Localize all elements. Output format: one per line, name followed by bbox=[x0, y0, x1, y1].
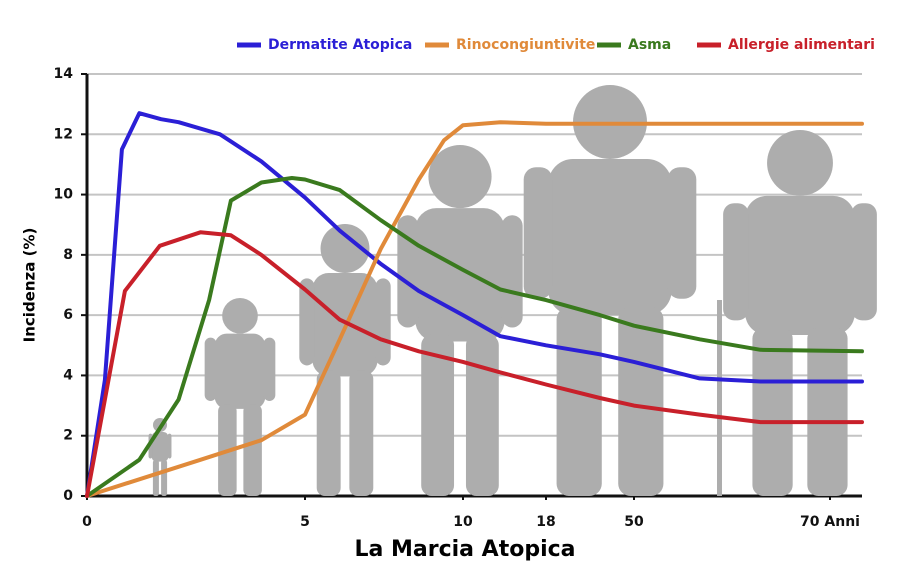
silhouette-leg bbox=[316, 370, 341, 496]
silhouette-head bbox=[320, 224, 370, 273]
silhouette-leg bbox=[349, 370, 374, 496]
silhouette-leg bbox=[556, 306, 602, 496]
x-tick-label: 0 bbox=[82, 514, 92, 530]
silhouette-arm bbox=[723, 203, 749, 321]
legend-label: Rinocongiuntivite bbox=[456, 37, 595, 53]
silhouette-head bbox=[428, 145, 492, 209]
silhouette-torso bbox=[214, 333, 266, 409]
y-tick-label: 10 bbox=[54, 187, 74, 203]
y-tick-label: 14 bbox=[54, 66, 74, 82]
y-tick-label: 8 bbox=[63, 247, 73, 263]
legend-label: Asma bbox=[628, 37, 671, 53]
silhouette-leg bbox=[421, 334, 455, 496]
silhouette-head bbox=[767, 130, 833, 196]
x-tick-label: 70 Anni bbox=[800, 514, 860, 530]
silhouette-arm bbox=[375, 278, 391, 366]
series-line bbox=[85, 176, 864, 498]
y-tick-label: 4 bbox=[63, 367, 73, 383]
silhouette-arm bbox=[299, 278, 315, 366]
silhouette-torso bbox=[151, 432, 169, 462]
y-axis-label: Incidenza (%) bbox=[21, 228, 39, 343]
silhouette-leg bbox=[465, 334, 499, 496]
silhouette-leg bbox=[618, 306, 664, 496]
silhouette-leg bbox=[161, 460, 168, 496]
y-tick-label: 2 bbox=[63, 428, 73, 444]
legend-label: Allergie alimentari bbox=[728, 37, 875, 53]
x-tick-label: 50 bbox=[624, 514, 644, 530]
x-tick-label: 5 bbox=[300, 514, 310, 530]
chart-title: La Marcia Atopica bbox=[354, 537, 575, 562]
series-line bbox=[85, 120, 864, 498]
y-tick-label: 6 bbox=[63, 307, 73, 323]
legend-label: Dermatite Atopica bbox=[268, 37, 412, 53]
silhouette-arm bbox=[851, 203, 877, 321]
series-line bbox=[85, 230, 864, 498]
silhouette-head bbox=[222, 298, 258, 334]
silhouette-arm bbox=[667, 167, 697, 299]
plot: Dermatite Atopica Rinocongiuntivite Asma Al… bbox=[85, 37, 875, 498]
silhouette-arm bbox=[204, 337, 217, 401]
x-tick-label: 10 bbox=[453, 514, 473, 530]
silhouette-arm bbox=[167, 433, 172, 459]
silhouette-leg bbox=[807, 327, 848, 496]
silhouette-leg bbox=[152, 460, 159, 496]
silhouette-torso bbox=[415, 208, 505, 342]
silhouette-leg bbox=[752, 327, 793, 496]
silhouette-arm bbox=[523, 167, 553, 299]
silhouette-torso bbox=[745, 195, 855, 335]
cane bbox=[717, 300, 722, 496]
x-tick-label: 18 bbox=[536, 514, 555, 530]
y-tick-label: 0 bbox=[63, 488, 73, 504]
silhouettes bbox=[148, 85, 877, 496]
silhouette-arm bbox=[263, 337, 276, 401]
silhouette-torso bbox=[548, 158, 672, 316]
silhouette-arm bbox=[501, 215, 523, 328]
y-tick-label: 12 bbox=[54, 126, 73, 142]
series-line bbox=[85, 111, 864, 498]
silhouette-leg bbox=[243, 404, 262, 496]
